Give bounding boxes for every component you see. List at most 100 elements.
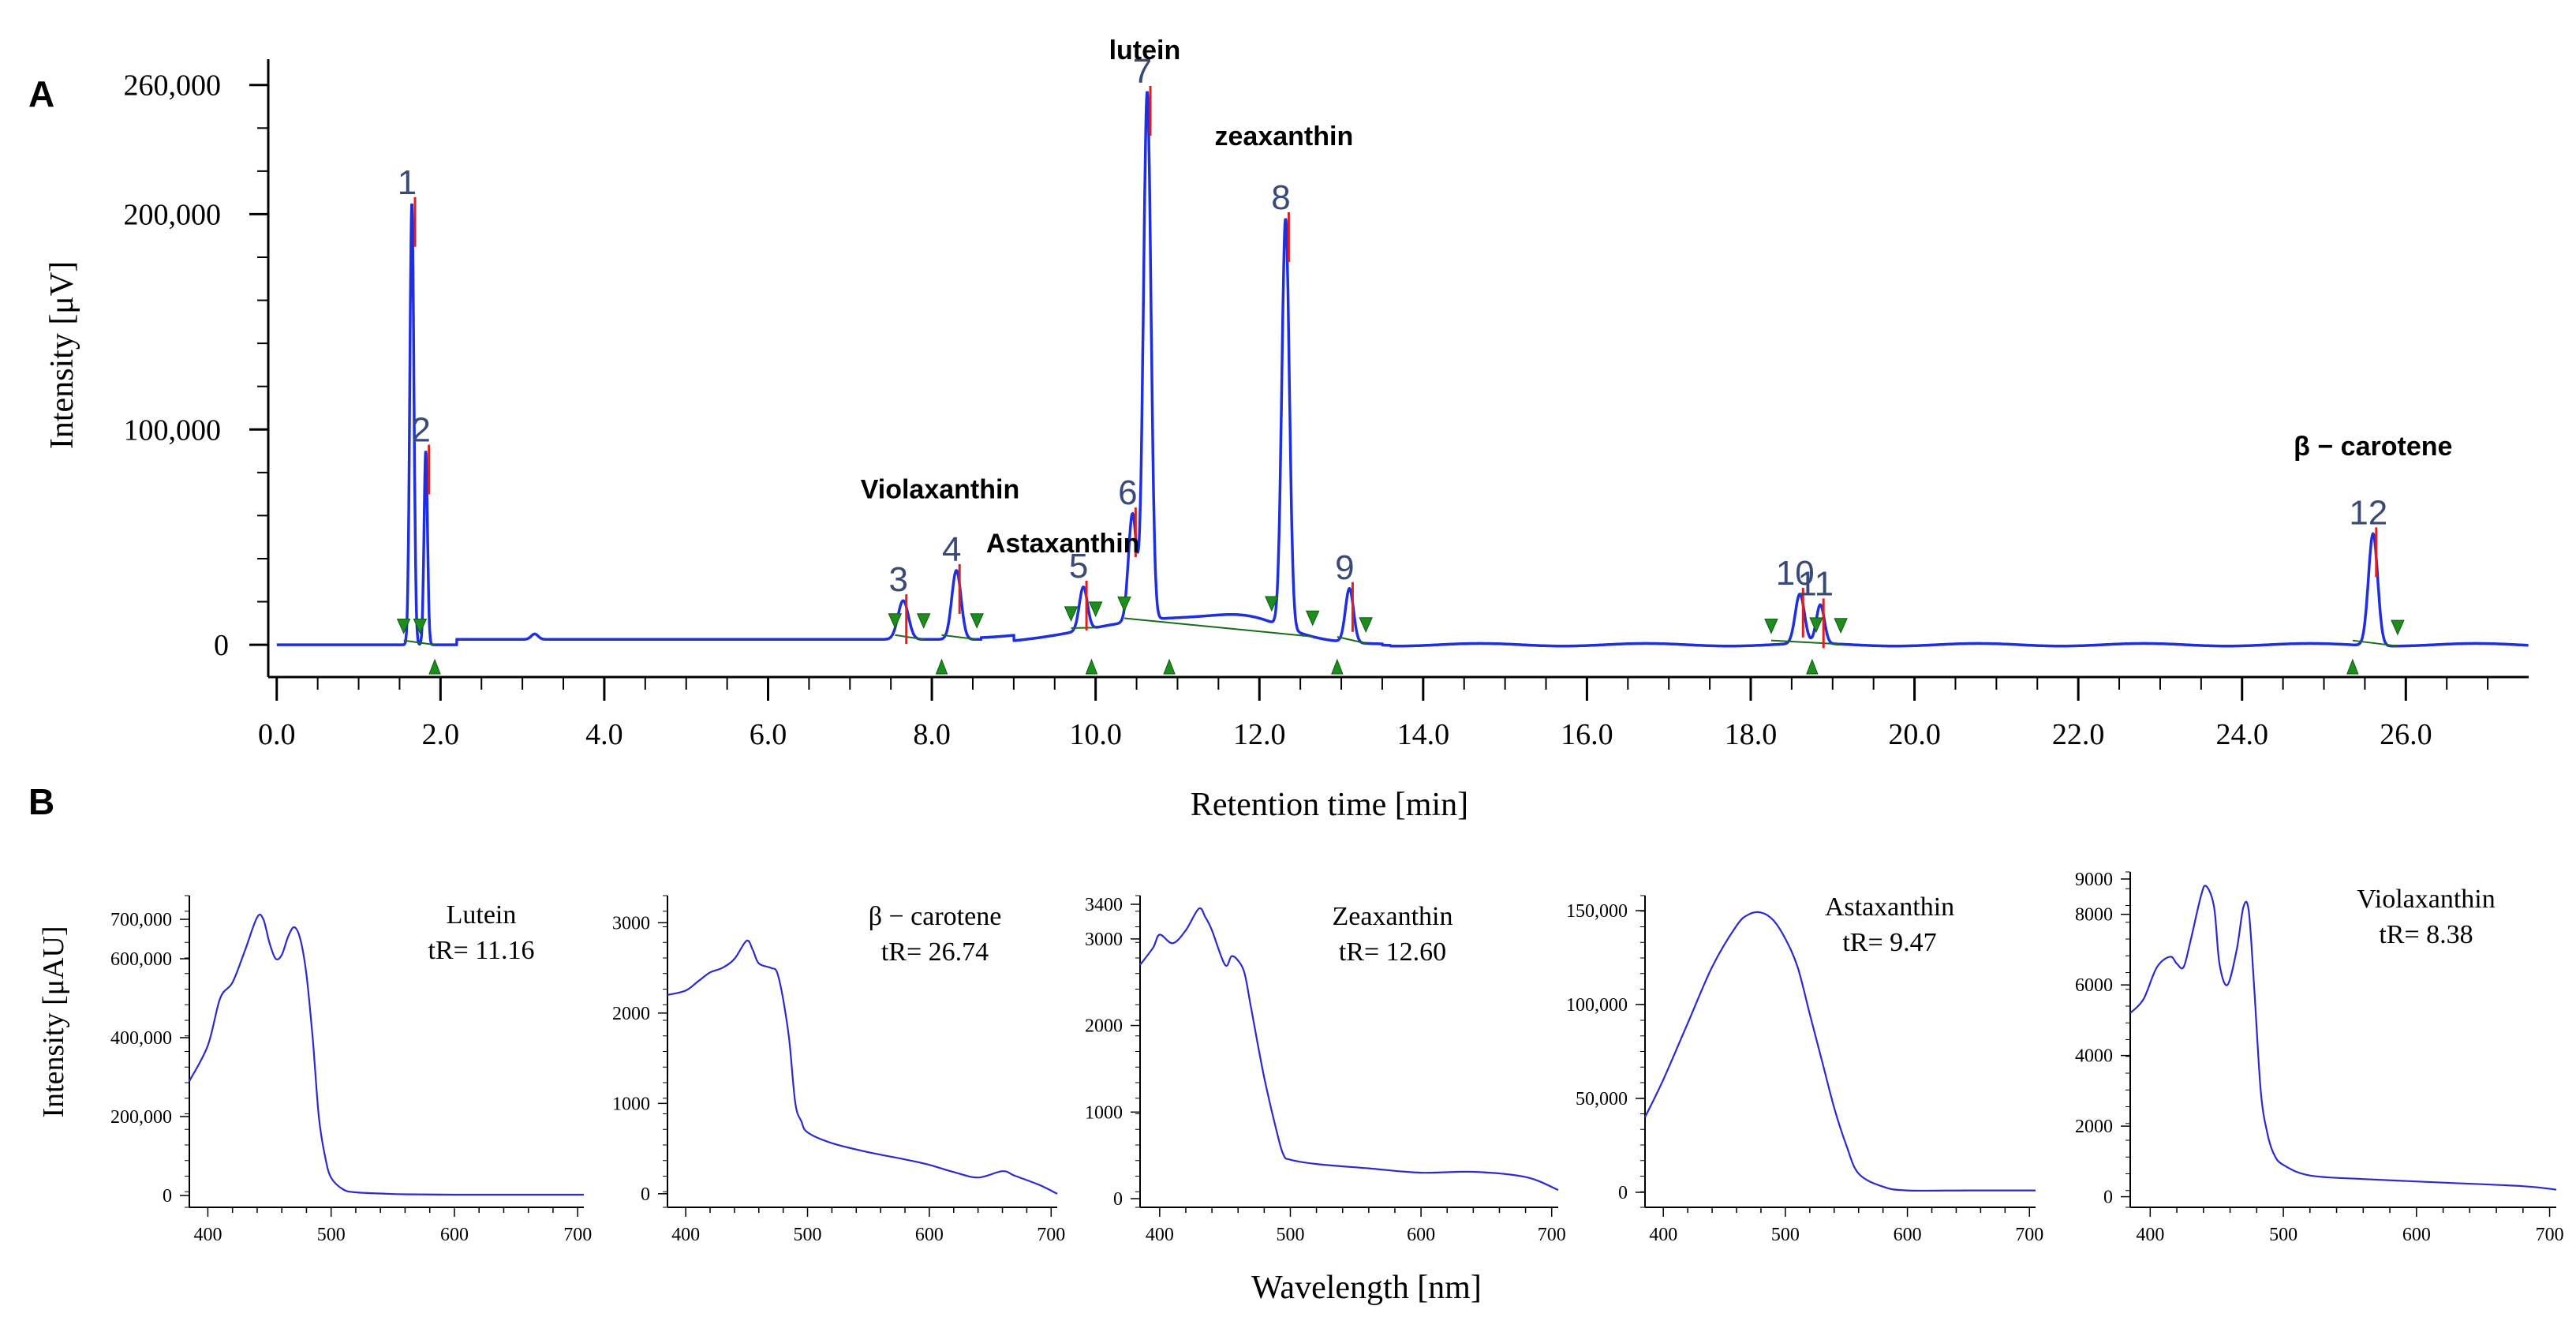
spectrum-x-tick-label: 700 bbox=[1538, 1225, 1566, 1245]
spectrum-x-tick-label: 500 bbox=[794, 1225, 822, 1245]
spectrum-y-tick-label: 0 bbox=[163, 1186, 172, 1207]
spectrum-y-tick-label: 200,000 bbox=[110, 1107, 172, 1128]
panel-a-integration-marker bbox=[1064, 606, 1079, 623]
panel-a-integration-marker bbox=[1085, 658, 1098, 675]
panel-b-y-axis-label: Intensity [μAU] bbox=[37, 926, 70, 1117]
panel-a-integration-baseline bbox=[895, 634, 924, 641]
panel-a-integration-marker bbox=[1809, 617, 1823, 634]
panel-a-peak-number: 2 bbox=[411, 411, 430, 450]
panel-a-compound-annotation: zeaxanthin bbox=[1215, 122, 1354, 152]
spectrum-plot-3: 400 500 600 700 0 1000 2000 3000 3400 Zeaxanthin t… bbox=[1085, 895, 1566, 1245]
panel-a-peak-number: 8 bbox=[1271, 178, 1290, 217]
panel-a-compound-annotation: Astaxanthin bbox=[986, 529, 1140, 559]
spectrum-y-tick-label: 3400 bbox=[1085, 895, 1123, 915]
panel-a-axes: 0.0 2.0 4.0 6.0 8.0 10.0 12.0 14.0 16.0 18.0 20.0 2… bbox=[124, 59, 2529, 751]
panel-a-integration-marker bbox=[2391, 619, 2405, 636]
spectrum-y-tick-label: 600,000 bbox=[110, 949, 172, 970]
spectrum-y-tick-label: 2000 bbox=[2075, 1117, 2113, 1137]
panel-a-integration-baseline bbox=[1337, 636, 1367, 645]
spectrum-curve bbox=[1139, 907, 1559, 1192]
panel-a-peak-number: 1 bbox=[398, 163, 417, 202]
panel-a-y-tick-label: 100,000 bbox=[124, 413, 222, 447]
panel-a-x-tick-label: 14.0 bbox=[1397, 718, 1450, 751]
panel-a-integration-marker bbox=[1834, 618, 1848, 634]
spectrum-x-tick-label: 400 bbox=[2136, 1225, 2164, 1245]
spectrum-plot-2: 400 500 600 700 0 1000 2000 3000 β − carotene tR=… bbox=[612, 895, 1065, 1245]
spectrum-compound-name: Astaxanthin bbox=[1825, 892, 1954, 922]
spectrum-retention-time: tR= 12.60 bbox=[1339, 937, 1446, 967]
panel-a-x-tick-label: 26.0 bbox=[2380, 718, 2432, 751]
spectrum-y-tick-label: 0 bbox=[1618, 1183, 1628, 1203]
spectrum-y-tick-label: 3000 bbox=[612, 913, 650, 934]
spectrum-curve bbox=[189, 913, 584, 1196]
panel-a-integration-marker bbox=[935, 658, 948, 675]
spectrum-retention-time: tR= 26.74 bbox=[881, 937, 989, 967]
panel-a-peak-number: 10 bbox=[1776, 554, 1815, 593]
panel-a-peak-number: 3 bbox=[889, 560, 908, 599]
panel-a-compound-annotation: β − carotene bbox=[2294, 432, 2452, 462]
panel-a-integration-marker bbox=[1806, 658, 1819, 675]
spectrum-compound-name: β − carotene bbox=[869, 902, 1002, 931]
panel-a-peak-number: 11 bbox=[1797, 564, 1834, 603]
spectrum-retention-time: tR= 11.16 bbox=[428, 936, 534, 965]
panel-a-integration-baseline bbox=[2352, 639, 2398, 647]
panel-a-label: A bbox=[28, 73, 54, 114]
spectrum-x-tick-label: 400 bbox=[1146, 1225, 1174, 1245]
panel-a-integration-marker bbox=[428, 658, 441, 675]
spectrum-y-tick-label: 1000 bbox=[612, 1094, 650, 1114]
panel-a-integration-marker bbox=[888, 613, 903, 629]
spectrum-retention-time: tR= 8.38 bbox=[2379, 920, 2473, 949]
panel-a-integration-marker bbox=[970, 613, 984, 629]
panel-a-integration-marker bbox=[1331, 658, 1344, 675]
spectrum-y-tick-label: 4000 bbox=[2075, 1046, 2113, 1067]
panel-a-integration-marker bbox=[396, 619, 411, 634]
spectrum-y-tick-label: 9000 bbox=[2075, 870, 2113, 890]
panel-a-integration-baseline bbox=[403, 639, 436, 646]
spectrum-x-tick-label: 700 bbox=[563, 1225, 592, 1245]
panel-a-integration-marker bbox=[1117, 596, 1131, 612]
spectrum-compound-name: Lutein bbox=[447, 900, 517, 930]
panel-a-compound-annotation: lutein bbox=[1109, 36, 1181, 65]
panel-a-x-tick-label: 0.0 bbox=[258, 718, 296, 751]
spectrum-y-tick-label: 150,000 bbox=[1566, 901, 1628, 922]
panel-a-peak-number: 4 bbox=[942, 530, 961, 569]
panel-a-x-tick-label: 10.0 bbox=[1069, 718, 1122, 751]
panel-a-integration-baseline bbox=[1123, 617, 1313, 638]
spectrum-plot-4: 400 500 600 700 0 50,000 100,000 150,000 Astaxan… bbox=[1566, 892, 2043, 1245]
spectrum-y-tick-label: 700,000 bbox=[110, 910, 172, 930]
panel-a-peak-number: 6 bbox=[1118, 473, 1137, 512]
panel-a-integration-marker bbox=[1764, 618, 1778, 634]
panel-a-x-tick-label: 22.0 bbox=[2052, 718, 2105, 751]
spectrum-x-tick-label: 400 bbox=[671, 1225, 700, 1245]
spectrum-y-tick-label: 100,000 bbox=[1566, 995, 1628, 1016]
spectrum-y-tick-label: 3000 bbox=[1085, 930, 1123, 950]
spectrum-retention-time: tR= 9.47 bbox=[1842, 928, 1936, 957]
panel-b-x-axis-label: Wavelength [nm] bbox=[1251, 1270, 1482, 1306]
panel-a-x-tick-label: 12.0 bbox=[1233, 718, 1286, 751]
spectrum-y-tick-label: 2000 bbox=[612, 1004, 650, 1024]
panel-a-y-tick-label: 200,000 bbox=[124, 198, 222, 231]
panel-a-peak-number: 5 bbox=[1069, 547, 1088, 586]
spectrum-curve bbox=[667, 939, 1058, 1195]
panel-a-integration-marker bbox=[1359, 617, 1373, 633]
spectrum-x-tick-label: 400 bbox=[193, 1225, 222, 1245]
panel-a-integration-marker bbox=[916, 613, 931, 629]
panel-a-x-tick-label: 8.0 bbox=[913, 718, 951, 751]
panel-a-peak-number: 9 bbox=[1335, 548, 1354, 587]
spectrum-x-tick-label: 500 bbox=[317, 1225, 346, 1245]
spectrum-x-tick-label: 600 bbox=[2402, 1225, 2431, 1245]
spectrum-y-tick-label: 0 bbox=[1113, 1189, 1123, 1210]
panel-a-y-tick-label: 0 bbox=[214, 629, 229, 662]
panel-a-integration-marker bbox=[2346, 658, 2359, 675]
spectrum-y-tick-label: 0 bbox=[2103, 1188, 2113, 1208]
panel-a-x-tick-label: 18.0 bbox=[1725, 718, 1778, 751]
spectrum-y-tick-label: 50,000 bbox=[1576, 1089, 1628, 1109]
spectrum-compound-name: Zeaxanthin bbox=[1333, 902, 1453, 931]
spectrum-x-tick-label: 500 bbox=[2269, 1225, 2297, 1245]
panel-a-peak-number: 7 bbox=[1133, 52, 1152, 91]
panel-b-spectrum-plots: 400 500 600 700 0 200,000 400,000 600,000 700,00… bbox=[110, 870, 2564, 1245]
panel-a-x-tick-label: 6.0 bbox=[750, 718, 787, 751]
spectrum-x-tick-label: 600 bbox=[1894, 1225, 1922, 1245]
